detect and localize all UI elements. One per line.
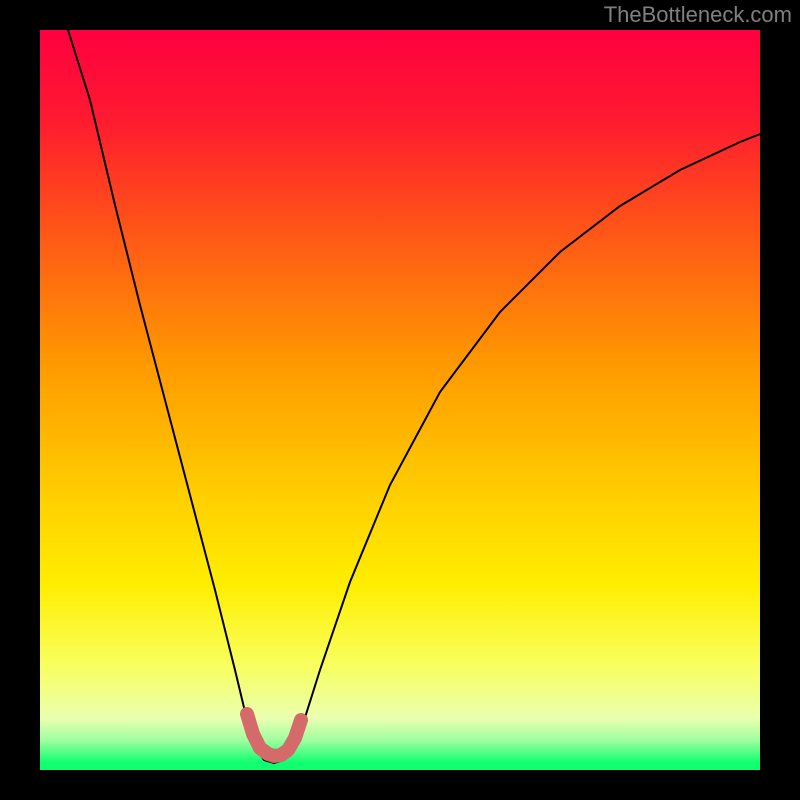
- bottleneck-curve-stroke: [68, 30, 760, 763]
- bottom-u-marker: [247, 714, 301, 756]
- curve-svg: [40, 30, 760, 770]
- watermark-text: TheBottleneck.com: [604, 2, 792, 28]
- chart-plot-area: [40, 30, 760, 770]
